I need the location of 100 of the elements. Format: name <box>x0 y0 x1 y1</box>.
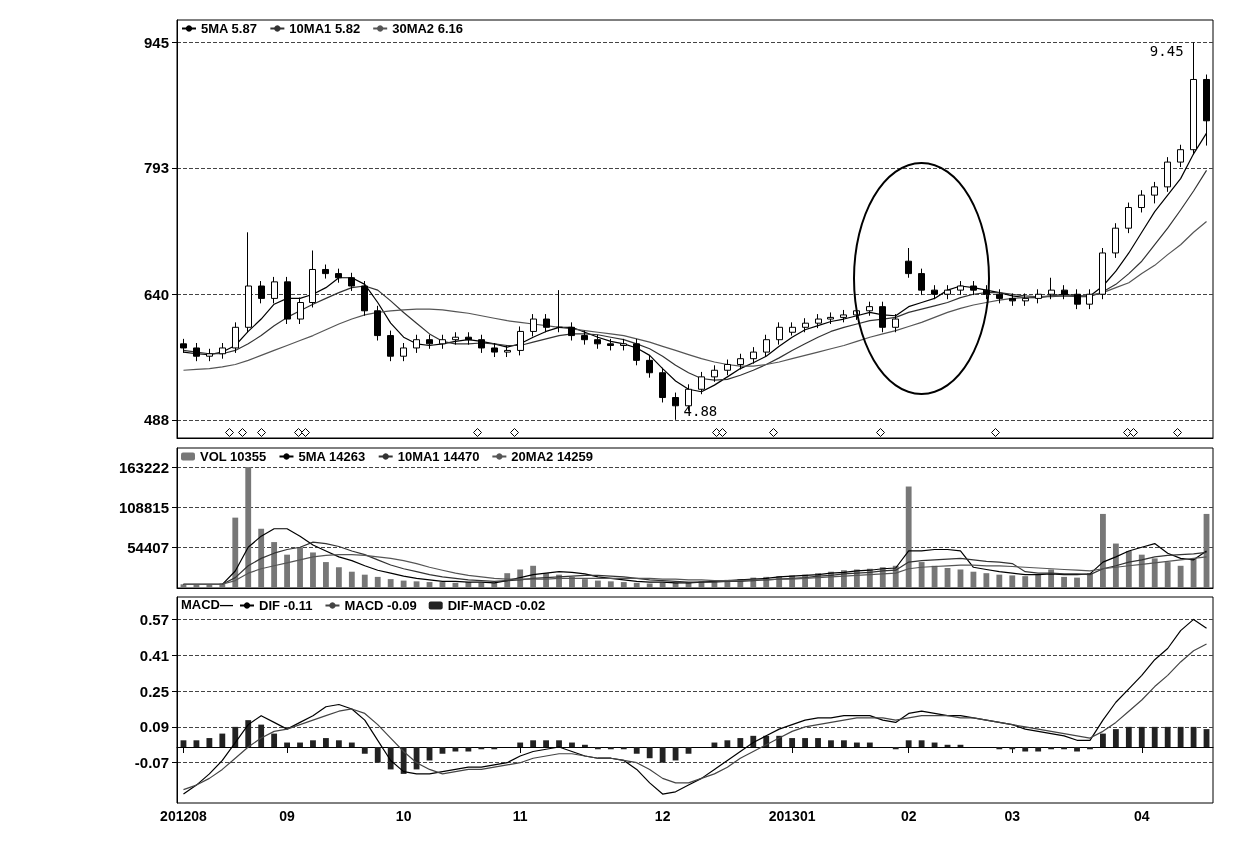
bar <box>323 738 329 748</box>
bar <box>271 542 278 588</box>
bar <box>543 740 549 748</box>
candlestick <box>478 334 485 354</box>
x-tick-label: 03 <box>1004 808 1021 824</box>
bar <box>556 740 562 748</box>
bar <box>348 571 355 588</box>
candlestick <box>996 288 1003 304</box>
candlestick <box>517 325 524 356</box>
candlestick <box>1022 292 1029 307</box>
candlestick <box>620 338 627 351</box>
bar <box>310 740 316 748</box>
y-tick-label: 0.41 <box>139 646 169 664</box>
candlestick <box>361 280 368 317</box>
candlestick <box>1151 181 1158 204</box>
bar <box>646 747 653 759</box>
candlestick <box>827 311 834 325</box>
bar <box>478 747 485 750</box>
candlestick <box>750 346 757 365</box>
candlestick <box>374 305 381 342</box>
bar <box>1177 565 1184 588</box>
candlestick <box>905 247 912 279</box>
candlestick <box>892 313 899 333</box>
bar <box>1164 562 1171 588</box>
bar <box>918 740 925 748</box>
candlestick <box>530 313 537 337</box>
bar <box>297 547 303 588</box>
bar <box>1151 726 1158 748</box>
legend-label: MACD -0.09 <box>344 598 417 613</box>
bar <box>892 747 899 750</box>
x-tick-label: 201301 <box>768 808 816 824</box>
candlestick <box>258 280 265 304</box>
bar <box>996 747 1003 750</box>
bar <box>1035 747 1042 752</box>
candlestick <box>322 264 329 280</box>
candlestick <box>815 313 822 329</box>
candlestick <box>297 297 304 325</box>
candlestick <box>556 289 563 333</box>
bar <box>594 580 601 588</box>
bar <box>1138 726 1145 748</box>
candlestick <box>1125 202 1132 234</box>
legend-label: 10MA1 14470 <box>397 449 480 464</box>
legend-label: 5MA 5.87 <box>201 21 257 36</box>
candlestick <box>724 359 731 376</box>
bar <box>737 738 744 748</box>
bar <box>530 740 537 748</box>
candlestick <box>232 321 239 354</box>
bar <box>659 582 666 588</box>
y-tick-label: 640 <box>143 285 169 303</box>
candlestick <box>802 317 809 333</box>
bar <box>983 573 990 588</box>
candlestick <box>944 284 951 300</box>
line-series <box>182 169 1208 381</box>
bar <box>232 517 239 588</box>
legend-label: 30MA2 6.16 <box>392 21 464 36</box>
candlestick <box>789 321 796 337</box>
bar <box>1125 550 1132 588</box>
x-tick-label: 04 <box>1133 808 1150 824</box>
candlestick <box>543 313 550 333</box>
bar <box>1112 729 1119 748</box>
bar <box>297 742 303 748</box>
bar <box>180 740 187 748</box>
bar <box>310 552 316 588</box>
bar <box>1151 558 1158 588</box>
bar <box>1022 576 1029 588</box>
candlestick <box>1177 144 1184 168</box>
candlestick <box>1061 284 1068 300</box>
bar <box>517 742 524 748</box>
candlestick <box>284 276 291 325</box>
line-series <box>182 554 1208 585</box>
annotation: 9.45 <box>1149 43 1184 60</box>
y-tick-label: 945 <box>143 33 169 51</box>
bar <box>348 742 355 748</box>
candlestick <box>594 334 601 350</box>
candlestick <box>1035 288 1042 304</box>
candlestick <box>1164 156 1171 193</box>
bar <box>633 582 640 588</box>
candlestick <box>219 342 226 360</box>
candlestick <box>1074 288 1081 310</box>
bar <box>284 554 290 588</box>
legend-label: 5MA 14263 <box>298 449 366 464</box>
bar <box>361 747 368 754</box>
candlestick <box>711 364 718 383</box>
candlestick <box>504 344 511 358</box>
y-tick-label: -0.07 <box>134 754 169 772</box>
bar <box>569 742 575 748</box>
candlestick <box>1138 189 1145 213</box>
bar <box>193 740 200 748</box>
candlestick <box>413 334 420 354</box>
bar <box>594 747 601 750</box>
bar <box>1177 726 1184 748</box>
bar <box>1074 747 1080 752</box>
bar <box>387 579 394 588</box>
bar <box>491 582 498 588</box>
bar <box>841 740 847 748</box>
bar <box>491 747 498 750</box>
y-tick-label: 0.25 <box>139 682 169 700</box>
line-series <box>182 220 1208 371</box>
bar <box>374 576 381 588</box>
bar <box>828 740 834 748</box>
